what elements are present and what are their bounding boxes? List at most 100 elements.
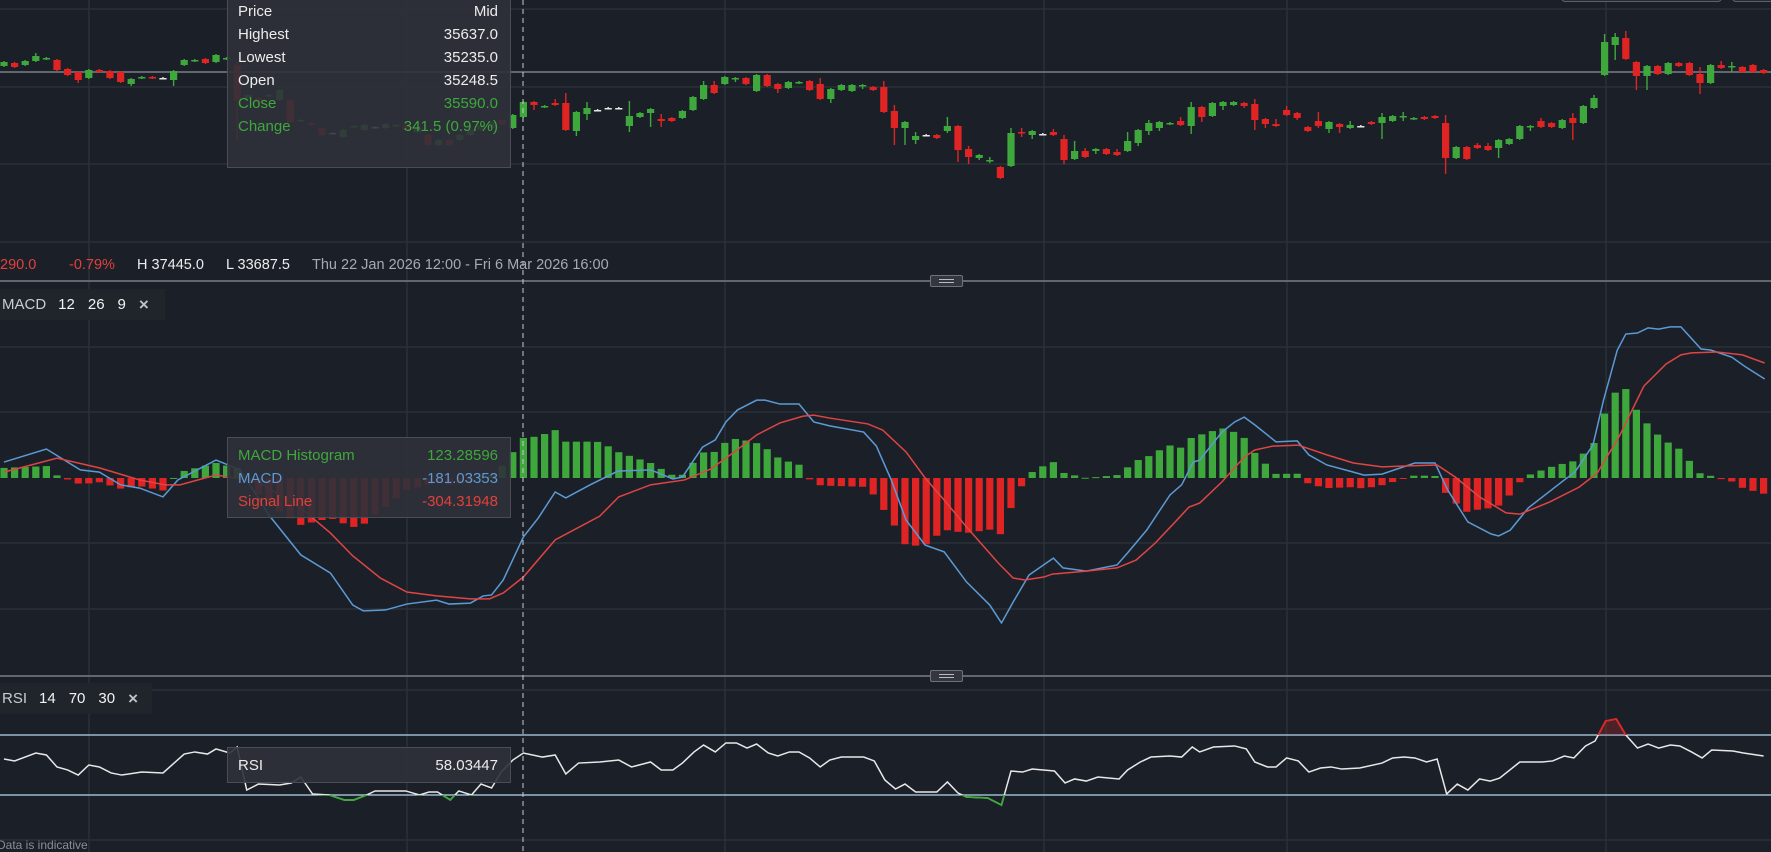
macd-histogram-bar	[1738, 478, 1746, 488]
candle-body	[1738, 67, 1746, 72]
macd-histogram-bar	[1367, 478, 1375, 488]
macd-histogram-bar	[541, 434, 549, 478]
macd-histogram-bar	[1707, 475, 1715, 478]
macd-histogram-bar	[594, 441, 602, 478]
candle-body	[191, 60, 199, 62]
macd-histogram-bar	[1071, 475, 1079, 478]
candle-body	[668, 118, 676, 121]
macd-histogram-bar	[1177, 447, 1185, 478]
macd-histogram-bar	[201, 465, 209, 478]
candle-body	[1505, 139, 1513, 144]
macd-histogram-bar	[795, 464, 803, 478]
tooltip-label: MACD Histogram	[238, 447, 355, 464]
macd-histogram-bar	[1155, 450, 1163, 478]
candle-body	[159, 78, 167, 80]
macd-histogram-bar	[1548, 466, 1556, 478]
candle-body	[1092, 149, 1100, 151]
macd-histogram-bar	[1452, 478, 1460, 504]
macd-histogram-bar	[604, 446, 612, 478]
candle-body	[901, 122, 909, 128]
candle-body	[53, 60, 61, 70]
macd-histogram-bar	[625, 455, 633, 478]
candle-body	[21, 61, 29, 65]
candle-body	[1569, 118, 1577, 123]
pane-resize-handle[interactable]	[930, 670, 963, 682]
macd-histogram-bar	[1198, 434, 1206, 478]
tooltip-label: Open	[238, 72, 275, 89]
indicator-param[interactable]: 14	[39, 690, 56, 707]
candle-body	[170, 71, 178, 80]
macd-histogram-bar	[11, 467, 19, 478]
pane-resize-handle[interactable]	[930, 275, 963, 287]
macd-histogram-bar	[1622, 389, 1630, 478]
candle-body	[1431, 116, 1439, 118]
candle-body	[594, 110, 602, 112]
candle-body	[848, 85, 856, 91]
candle-body	[689, 97, 697, 110]
macd-histogram-bar	[986, 478, 994, 530]
candle-body	[933, 135, 941, 138]
period-high: H 37445.0	[137, 257, 204, 273]
candle-body	[117, 72, 125, 82]
candle-body	[1548, 123, 1556, 127]
macd-histogram-bar	[1018, 478, 1026, 487]
candle-body	[1590, 98, 1598, 108]
candle-body	[1081, 151, 1089, 157]
macd-histogram-bar	[668, 474, 676, 478]
candle-body	[816, 84, 824, 99]
candle-body	[1230, 102, 1238, 105]
candle-body	[201, 59, 209, 63]
macd-histogram-bar	[1145, 456, 1153, 478]
candle-body	[1240, 103, 1248, 106]
close-icon[interactable]: ×	[128, 688, 139, 708]
close-icon[interactable]: ×	[138, 294, 149, 314]
macd-histogram-bar	[1166, 445, 1174, 478]
macd-histogram-bar	[1696, 473, 1704, 478]
candle-body	[604, 108, 612, 110]
macd-histogram-bar	[1039, 466, 1047, 478]
tooltip-row-change: Change 341.5 (0.97%)	[238, 117, 498, 137]
indicator-param[interactable]: 30	[98, 690, 116, 707]
candle-body	[1760, 70, 1768, 73]
macd-histogram-bar	[742, 440, 750, 478]
candle-body	[1654, 66, 1662, 74]
macd-histogram-bar	[1346, 478, 1354, 488]
macd-histogram-bar	[1187, 437, 1195, 478]
macd-histogram-bar	[996, 478, 1004, 535]
macd-histogram-bar	[827, 478, 835, 486]
candle-body	[996, 167, 1004, 178]
data-disclaimer: Data is indicative	[0, 838, 88, 852]
macd-histogram-bar	[572, 441, 580, 478]
indicator-param[interactable]: 26	[87, 296, 105, 313]
tooltip-value: 58.03447	[435, 757, 498, 774]
candle-body	[742, 78, 750, 84]
macd-histogram-bar	[753, 443, 761, 478]
candle-body	[64, 69, 72, 75]
candle-body	[721, 77, 729, 84]
candle-body	[1399, 116, 1407, 118]
macd-histogram-bar	[1728, 478, 1736, 482]
tooltip-label: Highest	[238, 26, 289, 43]
macd-histogram-bar	[689, 462, 697, 478]
macd-histogram-bar	[1272, 473, 1280, 478]
macd-histogram-bar	[1654, 434, 1662, 478]
indicator-param[interactable]: 12	[58, 296, 75, 313]
toolbar-button[interactable]	[1561, 0, 1722, 2]
macd-histogram-bar	[148, 478, 156, 489]
macd-histogram-bar	[223, 465, 231, 478]
tooltip-value: 341.5 (0.97%)	[403, 118, 498, 135]
macd-histogram-bar	[21, 466, 29, 478]
candle-body	[541, 106, 549, 108]
toolbar-button[interactable]	[1732, 0, 1771, 2]
macd-tooltip: MACD Histogram 123.28596 MACD -181.03353 S…	[227, 437, 511, 518]
macd-histogram-bar	[1092, 477, 1100, 479]
candle-body	[1049, 132, 1057, 135]
candle-body	[1272, 124, 1280, 126]
indicator-param[interactable]: 9	[117, 296, 126, 313]
macd-histogram-bar	[1399, 478, 1407, 479]
candle-body	[1134, 130, 1142, 143]
indicator-param[interactable]: 70	[68, 690, 86, 707]
candle-body	[1420, 117, 1428, 119]
rsi-pane[interactable]	[0, 717, 1771, 807]
macd-histogram-bar	[912, 478, 920, 546]
